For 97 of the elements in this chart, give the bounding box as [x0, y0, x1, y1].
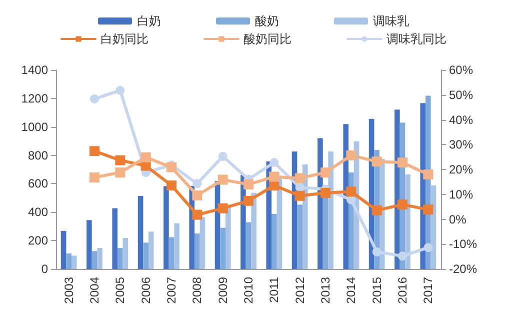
x-tick-label: 2004 [88, 276, 102, 304]
point [244, 196, 254, 206]
point [192, 179, 202, 188]
bar [97, 248, 102, 269]
x-tick-label: 2007 [164, 276, 178, 304]
y2-tick-label: 40% [449, 112, 474, 127]
y2-tick-label: 60% [449, 63, 474, 77]
point [269, 172, 280, 182]
point [346, 150, 356, 160]
y-tick-label: 600 [28, 176, 48, 191]
y2-tick-label: -10% [449, 237, 478, 252]
point [270, 158, 279, 168]
y-tick-label: 800 [28, 148, 48, 162]
bar [148, 232, 154, 269]
point [116, 86, 125, 95]
point [398, 158, 408, 168]
legend-label: 白奶同比 [100, 32, 148, 46]
bar [92, 251, 98, 269]
y2-tick-label: 10% [449, 187, 474, 202]
point [424, 243, 433, 252]
point [398, 252, 407, 261]
bar [112, 208, 118, 269]
bar [225, 204, 231, 269]
point [115, 155, 126, 166]
bar [122, 238, 128, 269]
legend-label: 调味乳同比 [386, 32, 446, 46]
x-tick-label: 2009 [216, 276, 230, 304]
legend-label: 调味乳 [373, 14, 409, 28]
bar [118, 248, 123, 269]
bar [246, 222, 252, 269]
y2-tick-label: 50% [449, 88, 474, 102]
x-tick-label: 2015 [370, 276, 384, 304]
x-tick-label: 2005 [113, 276, 128, 304]
point [90, 146, 100, 156]
point [423, 169, 434, 180]
x-tick-label: 2008 [190, 276, 204, 304]
bar [174, 223, 180, 269]
point [166, 162, 176, 172]
point [192, 190, 202, 200]
bar [138, 196, 144, 269]
bar [251, 192, 256, 269]
bar [272, 214, 277, 269]
x-tick-label: 2006 [138, 276, 153, 304]
point [166, 180, 176, 190]
y-tick-label: 1200 [21, 91, 48, 106]
bar [297, 204, 302, 269]
bar [164, 186, 169, 269]
bar [66, 254, 72, 269]
point [372, 247, 382, 256]
x-tick-label: 2014 [344, 276, 358, 304]
point [218, 174, 228, 185]
x-tick-label: 2011 [267, 276, 282, 303]
point [218, 152, 228, 161]
x-tick-label: 2013 [318, 276, 332, 304]
x-tick-label: 2016 [396, 276, 410, 304]
point [90, 94, 99, 104]
bar [168, 237, 174, 269]
bar [194, 233, 200, 269]
bar [71, 256, 77, 269]
point [192, 210, 202, 220]
y-tick-label: 1400 [21, 63, 48, 77]
x-tick-label: 2003 [62, 276, 76, 304]
point [90, 172, 100, 182]
legend-label: 酸奶同比 [244, 32, 292, 46]
point [320, 167, 330, 178]
point [372, 156, 382, 167]
y2-tick-label: -20% [449, 262, 478, 276]
point [423, 204, 434, 215]
y-tick-label: 1000 [21, 120, 48, 134]
point [115, 167, 126, 178]
bar [60, 230, 66, 269]
y2-tick-label: 30% [449, 138, 474, 152]
point [218, 203, 228, 214]
y2-tick-label: 0% [449, 212, 467, 226]
point [346, 186, 356, 197]
y-tick-label: 400 [28, 205, 48, 220]
point [140, 152, 151, 162]
legend-label: 白奶 [137, 14, 161, 28]
point [294, 173, 305, 184]
legend-label: 酸奶 [255, 14, 279, 28]
bar [200, 217, 206, 269]
point [294, 190, 305, 201]
x-tick-label: 2017 [421, 276, 436, 304]
x-tick-label: 2012 [292, 276, 307, 304]
point [398, 200, 408, 210]
point [295, 182, 304, 192]
point [269, 180, 280, 190]
x-tick-label: 2010 [242, 276, 256, 304]
y2-tick-label: 20% [449, 162, 474, 176]
point [244, 179, 254, 190]
y-tick-label: 200 [28, 234, 48, 248]
bar [86, 220, 92, 269]
bar [143, 242, 148, 269]
y-tick-label: 0 [41, 262, 48, 276]
point [320, 188, 330, 198]
point [372, 205, 382, 216]
bar [220, 228, 226, 269]
